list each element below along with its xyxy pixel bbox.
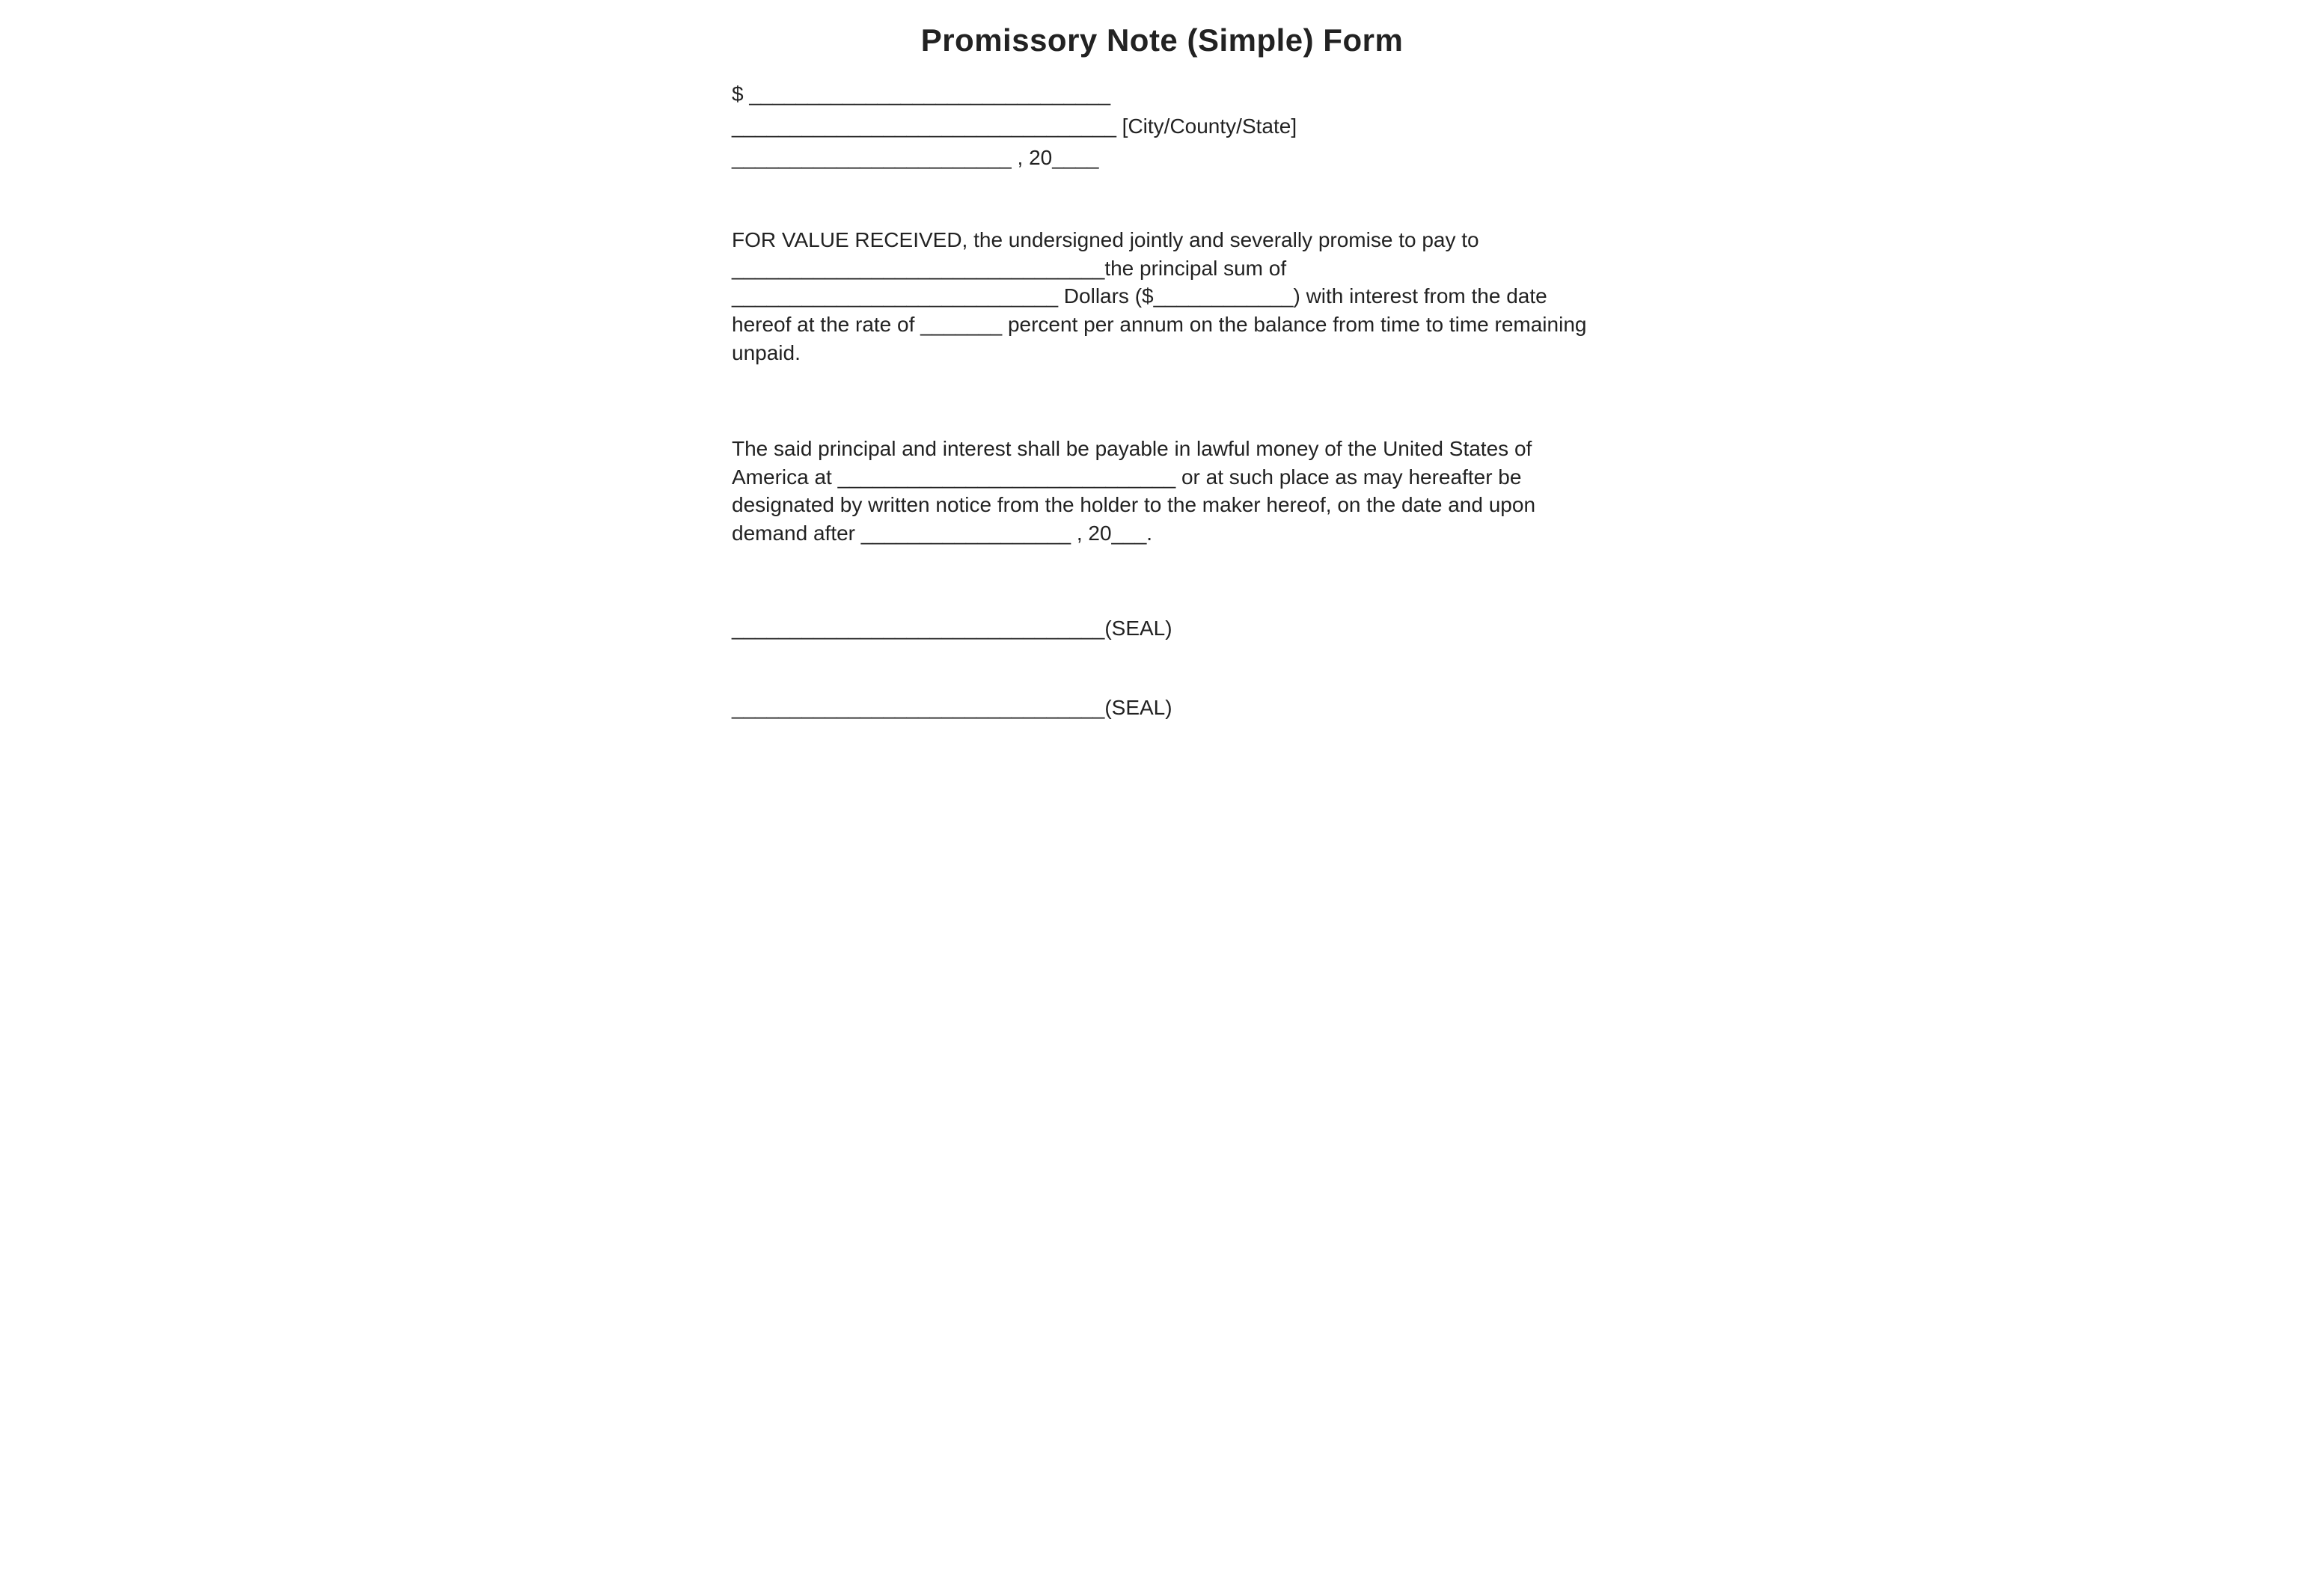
location-line: _________________________________ [City/…	[732, 111, 1592, 142]
signature-line-2: ________________________________(SEAL)	[732, 694, 1592, 721]
document-page: Promissory Note (Simple) Form $ ________…	[687, 0, 1637, 834]
header-block: $ _______________________________ ______…	[732, 79, 1592, 174]
date-line: ________________________ , 20____	[732, 143, 1592, 174]
value-received-paragraph: FOR VALUE RECEIVED, the undersigned join…	[732, 226, 1592, 367]
amount-line: $ _______________________________	[732, 79, 1592, 110]
signature-line-1: ________________________________(SEAL)	[732, 615, 1592, 642]
document-title: Promissory Note (Simple) Form	[732, 22, 1592, 58]
payment-terms-paragraph: The said principal and interest shall be…	[732, 435, 1592, 548]
